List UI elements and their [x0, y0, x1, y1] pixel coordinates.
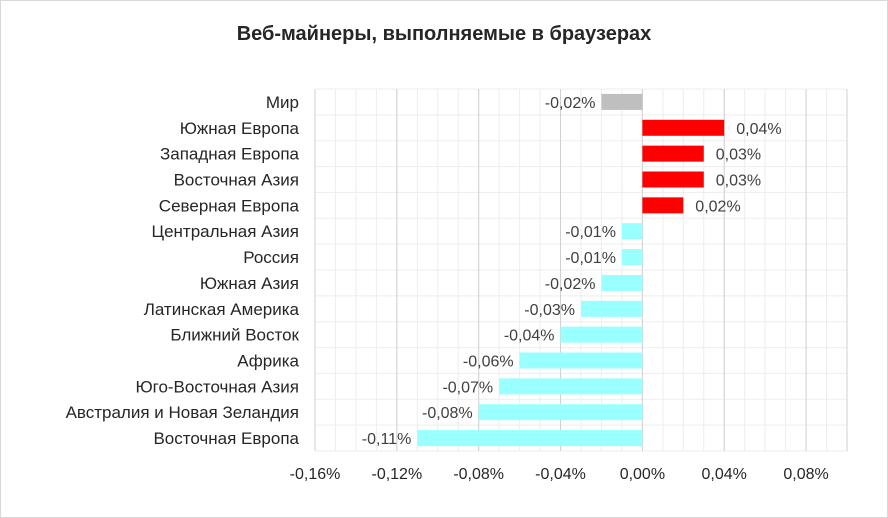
- category-label: Юго-Восточная Азия: [135, 377, 299, 396]
- bar: [642, 119, 725, 136]
- bar: [642, 171, 704, 188]
- category-label: Южная Европа: [180, 119, 300, 138]
- category-label: Центральная Азия: [152, 222, 300, 241]
- category-label: Австралия и Новая Зеландия: [66, 403, 299, 422]
- category-label: Латинская Америка: [144, 300, 300, 319]
- data-label: 0,03%: [716, 173, 761, 190]
- x-tick-label: -0,16%: [290, 466, 341, 483]
- data-label: -0,03%: [524, 302, 575, 319]
- bar: [601, 93, 643, 110]
- category-label: Восточная Европа: [153, 429, 299, 448]
- category-label: Мир: [266, 93, 299, 112]
- bar: [621, 249, 643, 266]
- data-label: 0,03%: [716, 147, 761, 164]
- x-tick-label: 0,04%: [702, 466, 747, 483]
- x-tick-label: 0,00%: [620, 466, 665, 483]
- data-label: -0,01%: [565, 224, 616, 241]
- data-label: -0,02%: [545, 276, 596, 293]
- bar: [478, 404, 643, 421]
- data-label: 0,04%: [736, 121, 781, 138]
- x-tick-label: -0,08%: [453, 466, 504, 483]
- bar: [621, 223, 643, 240]
- x-tick-label: -0,12%: [371, 466, 422, 483]
- category-label: Северная Европа: [159, 196, 300, 215]
- bar: [499, 378, 643, 395]
- category-label: Западная Европа: [160, 145, 300, 164]
- bar: [417, 430, 643, 447]
- category-label: Южная Азия: [200, 274, 299, 293]
- data-label: 0,02%: [695, 198, 740, 215]
- category-label: Россия: [243, 248, 299, 267]
- bar: [642, 197, 684, 214]
- data-label: -0,08%: [422, 405, 473, 422]
- chart-title: Веб-майнеры, выполняемые в браузерах: [236, 23, 652, 45]
- data-label: -0,04%: [504, 328, 555, 345]
- bar: [519, 352, 643, 369]
- category-label: Ближний Восток: [170, 326, 299, 345]
- data-label: -0,02%: [545, 95, 596, 112]
- data-label: -0,01%: [565, 250, 616, 267]
- bar: [560, 326, 643, 343]
- category-label: Африка: [237, 352, 299, 371]
- bar: [601, 274, 643, 291]
- category-label: Восточная Азия: [174, 171, 299, 190]
- bar: [642, 145, 704, 162]
- data-label: -0,11%: [362, 431, 412, 448]
- bar: [581, 300, 643, 317]
- x-tick-label: -0,04%: [535, 466, 586, 483]
- data-label: -0,07%: [442, 379, 493, 396]
- x-tick-label: 0,08%: [783, 466, 828, 483]
- data-label: -0,06%: [463, 354, 514, 371]
